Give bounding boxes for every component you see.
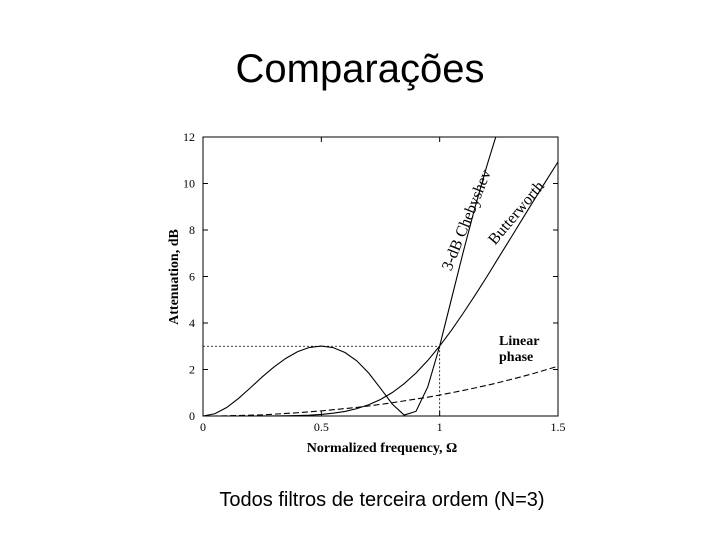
x-axis-label: Normalized frequency, Ω [307,441,458,456]
curve-label: 3-dB Chebyshev [439,167,495,273]
caption: Todos filtros de terceira ordem (N=3) [219,489,544,511]
line [203,137,497,416]
line [203,365,558,416]
curve-label: Butterworth [485,178,548,248]
y-tick-label: 0 [189,409,195,423]
slide-title: Comparações [235,47,484,91]
y-tick-label: 12 [183,130,195,144]
line [203,161,558,416]
y-tick-label: 10 [183,177,195,191]
plot-frame [202,136,559,417]
y-axis-label: Attenuation, dB [167,229,182,325]
x-tick-label: 1.5 [551,420,566,434]
y-tick-label: 2 [189,363,195,377]
y-tick-label: 4 [189,316,195,330]
x-tick-label: 0.5 [314,420,329,434]
y-tick-label: 8 [189,223,195,237]
y-tick-label: 6 [189,270,195,284]
x-tick-label: 1 [437,420,443,434]
curve-label: Linear phase [499,334,540,365]
x-tick-label: 0 [200,420,206,434]
